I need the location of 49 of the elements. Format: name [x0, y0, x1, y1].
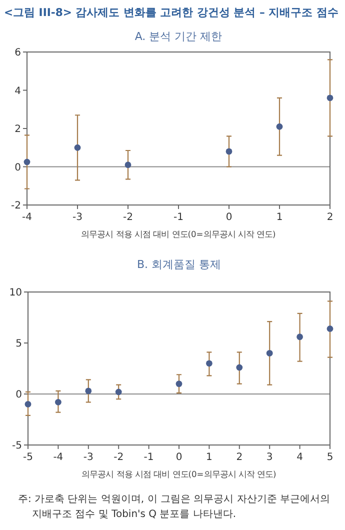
- point: [276, 123, 283, 130]
- x-tick-label: -4: [53, 452, 64, 463]
- point: [85, 388, 92, 394]
- point: [236, 364, 243, 371]
- y-tick-label: 5: [16, 338, 22, 350]
- text: 주: 가로축 단위는 억원이며, 이 그림은 의무공시 자산기준 부근에서의 지배구조 점수 및 Tobin's Q 분포를 나타낸다.: [18, 494, 330, 520]
- x-axis-title: 의무공시 적용 시점 대비 연도(0=의무공시 시작 연도): [82, 469, 276, 479]
- x-tick-label: 2: [236, 452, 243, 463]
- x-tick-label: 1: [276, 212, 283, 223]
- x-tick-label: 0: [226, 212, 232, 223]
- point: [266, 350, 273, 356]
- y-tick-label: -2: [11, 200, 21, 212]
- point: [124, 162, 132, 168]
- point: [326, 326, 334, 332]
- x-tick-label: 0: [176, 452, 182, 463]
- x-tick-label: 1: [206, 452, 212, 463]
- point: [24, 158, 30, 166]
- point: [55, 398, 62, 406]
- point: [176, 380, 182, 387]
- x-tick-label: -1: [174, 212, 184, 223]
- x-tick-label: -4: [22, 212, 32, 223]
- y-tick-label: 0: [14, 162, 21, 174]
- x-axis-title: 의무공시 적용 시점 대비 연도(0=의무공시 시작 연도): [81, 229, 276, 239]
- x-tick-label: -3: [72, 212, 82, 223]
- y-tick-label: 2: [14, 124, 21, 135]
- point: [74, 144, 81, 151]
- x-tick-label: 4: [296, 452, 303, 463]
- x-tick-label: -2: [123, 212, 133, 223]
- point: [226, 148, 232, 155]
- point: [296, 334, 303, 340]
- x-tick-label: -2: [114, 452, 124, 463]
- x-tick-label: 2: [326, 212, 334, 223]
- y-tick-label: 4: [14, 86, 21, 97]
- chart-subtitle: A. 분석 기간 제한: [134, 30, 222, 43]
- x-tick-label: -3: [83, 452, 94, 463]
- chart-title: <그림 III-8> 감사제도 변화를 고려한 강건성 분석 – 지배구조 점수: [4, 6, 338, 19]
- point: [115, 388, 122, 396]
- point: [24, 401, 32, 408]
- y-tick-label: 10: [9, 288, 22, 298]
- point: [326, 94, 334, 102]
- point: [206, 360, 212, 367]
- x-tick-label: -1: [144, 452, 154, 463]
- y-tick-label: 0: [16, 390, 22, 400]
- x-tick-label: 5: [326, 452, 334, 463]
- x-tick-label: 3: [266, 452, 273, 463]
- y-tick-label: 6: [14, 48, 21, 58]
- x-tick-label: -5: [23, 452, 33, 463]
- y-tick-label: -5: [12, 440, 22, 452]
- chart-subtitle: B. 회계품질 통제: [136, 258, 222, 271]
